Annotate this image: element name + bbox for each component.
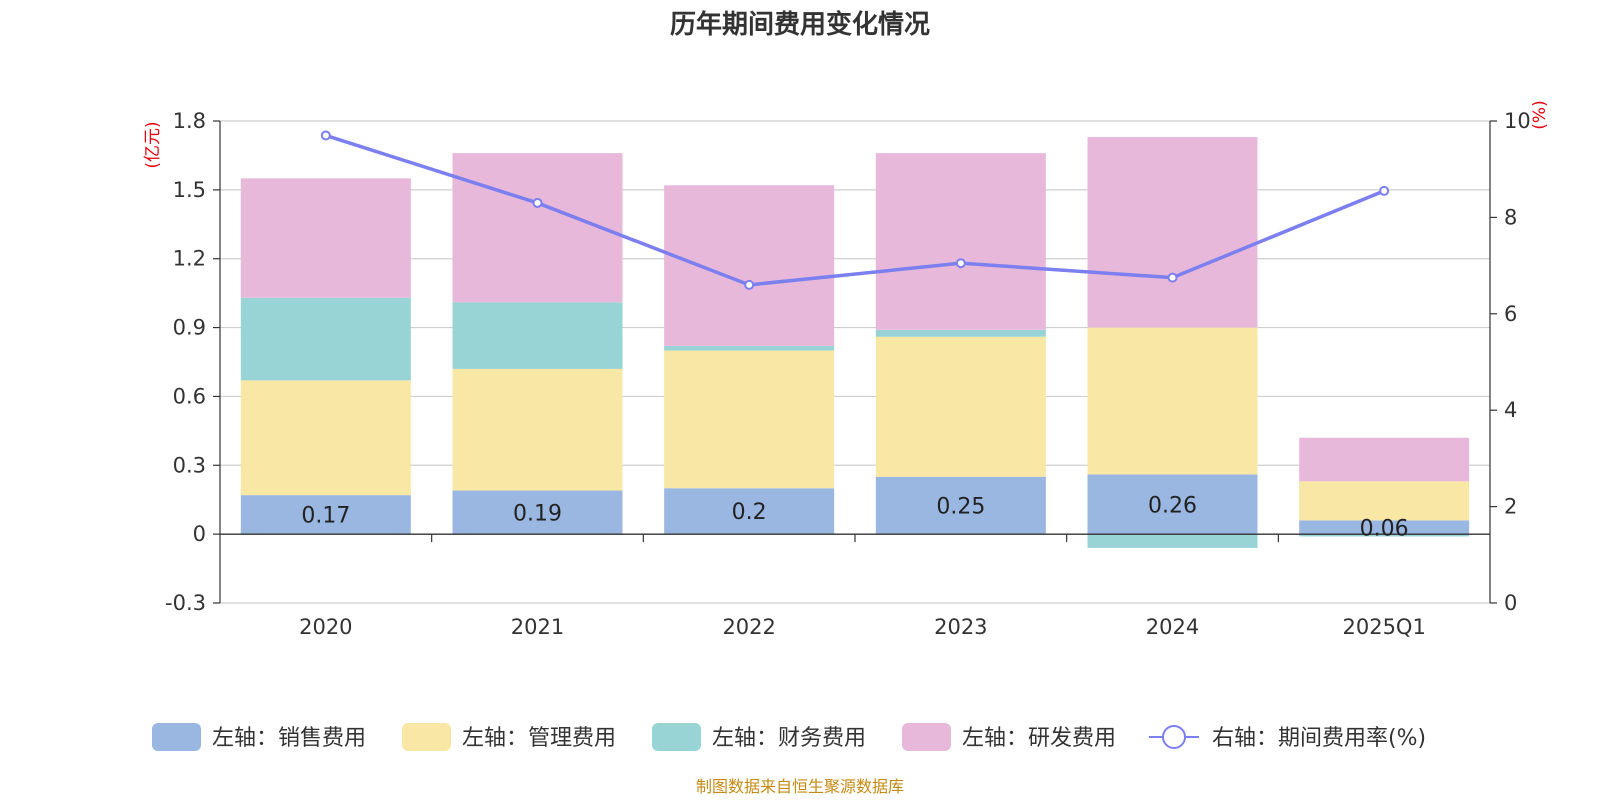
- legend-swatch-series-2: [652, 723, 701, 751]
- legend-label: 左轴：研发费用: [962, 726, 1116, 751]
- rate-point-2020: [320, 130, 331, 141]
- left-tick-label: 0: [193, 522, 206, 546]
- x-tick-label: 2021: [511, 615, 564, 639]
- data-labels: 0.17 0.19 0.2 0.25 0.26 0.06: [301, 493, 1408, 541]
- rate-point-2025Q1: [1379, 185, 1390, 196]
- bar-2025Q1-series-3: [1299, 437, 1470, 482]
- legend-label: 左轴：销售费用: [212, 726, 366, 751]
- legend-label: 左轴：财务费用: [712, 726, 866, 751]
- right-tick-label: 4: [1504, 398, 1517, 422]
- rate-point-2024: [1167, 272, 1178, 283]
- right-tick-label: 2: [1504, 495, 1517, 519]
- bar-2022-series-3: [664, 185, 835, 346]
- x-tick-label: 2020: [299, 615, 352, 639]
- left-tick-label: 0.3: [173, 453, 206, 477]
- x-tick-label: 2024: [1146, 615, 1199, 639]
- left-tick-label: -0.3: [165, 591, 206, 615]
- left-tick-label: 1.8: [173, 109, 206, 133]
- axes: -0.3 0 0.3 0.6 0.9 1.2 1.5 1.8 0 2 4 6 8 10 2020 2021 20…: [165, 109, 1531, 639]
- bar-2021-series-3: [452, 153, 623, 303]
- x-tick-label: 2023: [934, 615, 987, 639]
- bar-2022-series-1: [664, 350, 835, 489]
- rate-point-2021: [532, 197, 543, 208]
- bar-2020-series-1: [240, 380, 411, 496]
- bar-2020-series-3: [240, 178, 411, 298]
- legend-swatch-series-3: [902, 723, 951, 751]
- bar-2023-series-0: [875, 476, 1046, 535]
- rate-point-2023: [955, 258, 966, 269]
- bar-2021-series-1: [452, 368, 623, 491]
- bar-2025Q1-series-0: [1299, 520, 1470, 535]
- right-tick-label: 10: [1504, 109, 1531, 133]
- bar-2023-series-1: [875, 336, 1046, 477]
- bar-2020-series-0: [240, 495, 411, 535]
- legend-swatch-series-0: [152, 723, 201, 751]
- right-axis-unit: (%): [1530, 100, 1550, 129]
- right-tick-label: 0: [1504, 591, 1517, 615]
- bar-2024-series-2: [1087, 534, 1258, 548]
- x-tick-label: 2025Q1: [1342, 615, 1425, 639]
- left-tick-label: 0.9: [173, 316, 206, 340]
- data-label: 0.26: [1148, 493, 1197, 518]
- legend-line-marker: [1162, 725, 1186, 749]
- bar-2022-series-0: [664, 488, 835, 535]
- bar-2024-series-3: [1087, 137, 1258, 328]
- bar-2023-series-2: [875, 329, 1046, 337]
- bar-2022-series-2: [664, 345, 835, 351]
- left-tick-label: 1.5: [173, 178, 206, 202]
- x-tick-label: 2022: [722, 615, 775, 639]
- legend: 左轴：销售费用 左轴：管理费用 左轴：财务费用 左轴：研发费用 右轴：期间费用率(%): [152, 723, 1426, 751]
- bar-2023-series-3: [875, 153, 1046, 330]
- rate-point-2022: [744, 279, 755, 290]
- data-label: 0.2: [732, 500, 767, 525]
- legend-swatch-series-1: [402, 723, 451, 751]
- gridlines: [220, 120, 1490, 604]
- right-tick-label: 8: [1504, 205, 1517, 229]
- bar-2021-series-0: [452, 490, 623, 535]
- left-tick-label: 1.2: [173, 247, 206, 271]
- data-label: 0.25: [936, 494, 985, 519]
- bar-2021-series-2: [452, 302, 623, 369]
- data-label: 0.06: [1360, 516, 1409, 541]
- left-axis-unit: (亿元): [143, 121, 163, 168]
- rate-line: [320, 130, 1390, 290]
- bar-2024-series-1: [1087, 327, 1258, 475]
- legend-label: 左轴：管理费用: [462, 726, 616, 751]
- source-note: 制图数据来自恒生聚源数据库: [696, 777, 904, 796]
- left-tick-label: 0.6: [173, 384, 206, 408]
- bar-2020-series-2: [240, 297, 411, 381]
- bar-2024-series-0: [1087, 474, 1258, 535]
- right-tick-label: 6: [1504, 302, 1517, 326]
- data-label: 0.17: [301, 504, 350, 529]
- data-label: 0.19: [513, 501, 562, 526]
- bar-2025Q1-series-1: [1299, 481, 1470, 521]
- bars: [240, 137, 1470, 548]
- chart-title: 历年期间费用变化情况: [670, 9, 930, 40]
- rate-polyline: [325, 133, 1385, 287]
- bar-2025Q1-series-2: [1299, 534, 1470, 537]
- legend-label: 右轴：期间费用率(%): [1212, 726, 1426, 751]
